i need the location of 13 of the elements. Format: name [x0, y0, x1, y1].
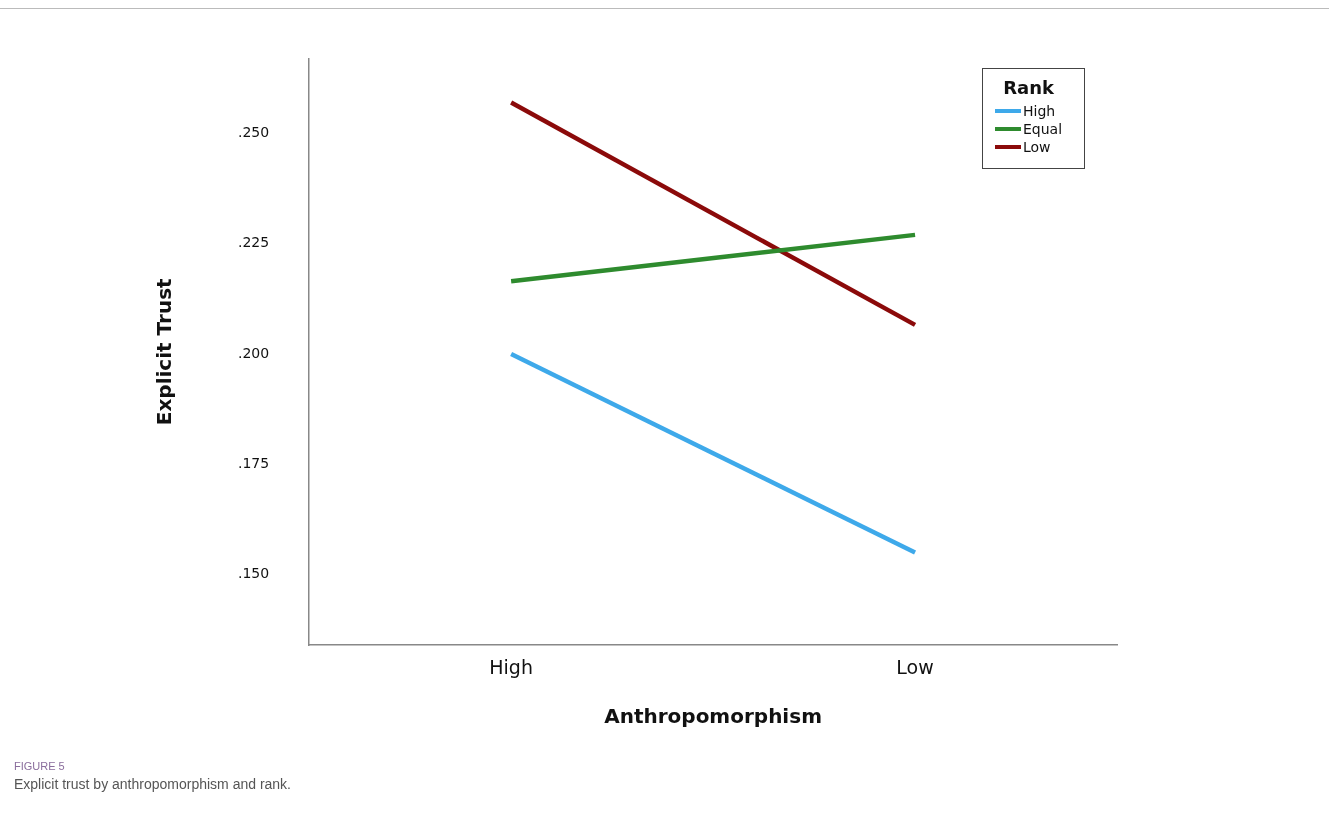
legend-label: Low: [1023, 138, 1051, 157]
legend-label: High: [1023, 102, 1056, 121]
x-axis-title: Anthropomorphism: [604, 704, 822, 729]
text: Explicit trust by anthropomorphism and rank.: [14, 776, 292, 792]
legend-title: Rank: [1002, 77, 1055, 99]
y-axis-title: Explicit Trust: [152, 277, 177, 426]
y-tick-label: .200: [238, 344, 270, 361]
y-tick-label: .175: [238, 454, 270, 471]
caption: FIGURE 5: [14, 760, 66, 772]
y-tick-label: .225: [238, 234, 270, 251]
legend-label: Equal: [1023, 120, 1063, 139]
y-tick-label: .250: [238, 124, 270, 141]
y-tick-label: .150: [238, 565, 270, 582]
